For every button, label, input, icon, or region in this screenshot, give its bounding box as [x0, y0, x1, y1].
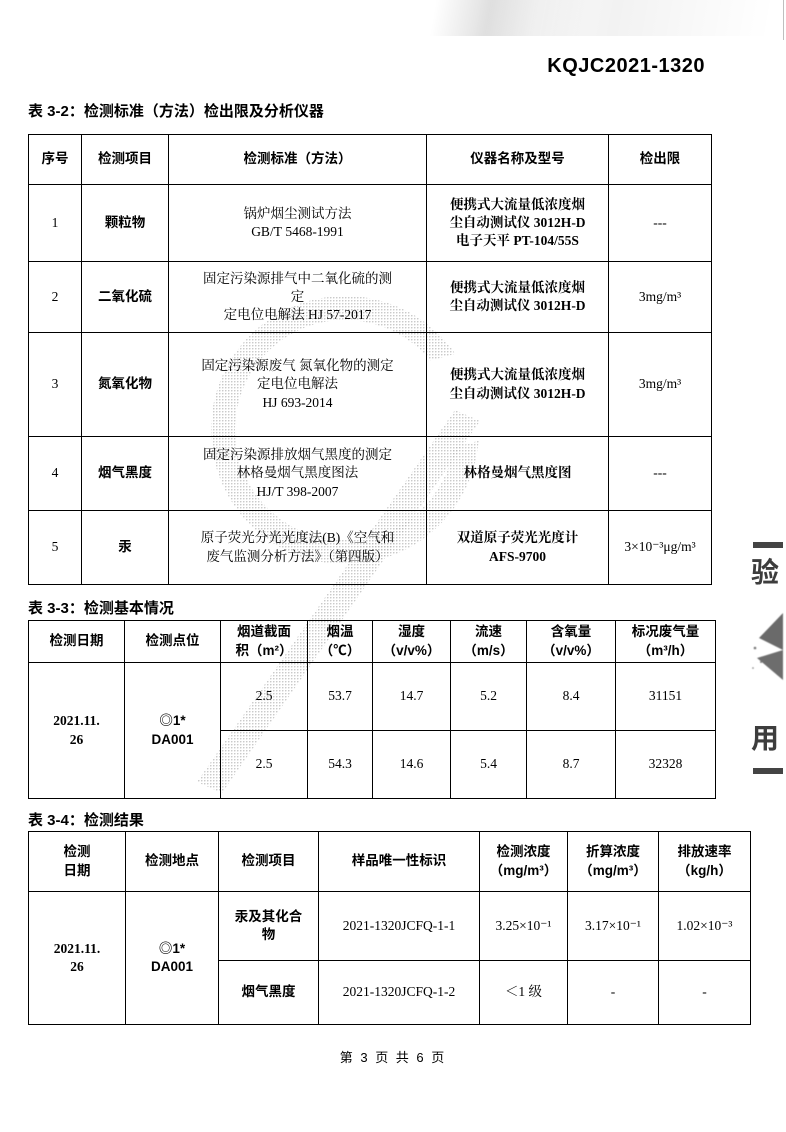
svg-text:用: 用 [751, 717, 779, 757]
svg-text:验: 验 [751, 551, 779, 591]
